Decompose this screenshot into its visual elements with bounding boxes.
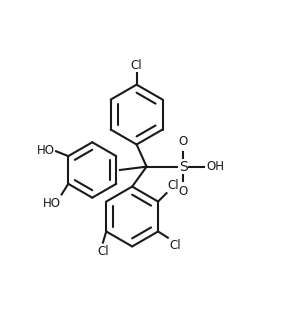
Text: O: O — [178, 135, 188, 148]
Text: OH: OH — [206, 160, 224, 173]
Text: Cl: Cl — [168, 179, 179, 192]
Text: Cl: Cl — [169, 239, 180, 252]
Text: Cl: Cl — [97, 245, 109, 258]
Text: Cl: Cl — [131, 58, 142, 72]
Text: HO: HO — [43, 197, 61, 210]
Text: HO: HO — [37, 144, 55, 157]
Text: O: O — [178, 185, 188, 198]
Text: S: S — [179, 160, 188, 174]
